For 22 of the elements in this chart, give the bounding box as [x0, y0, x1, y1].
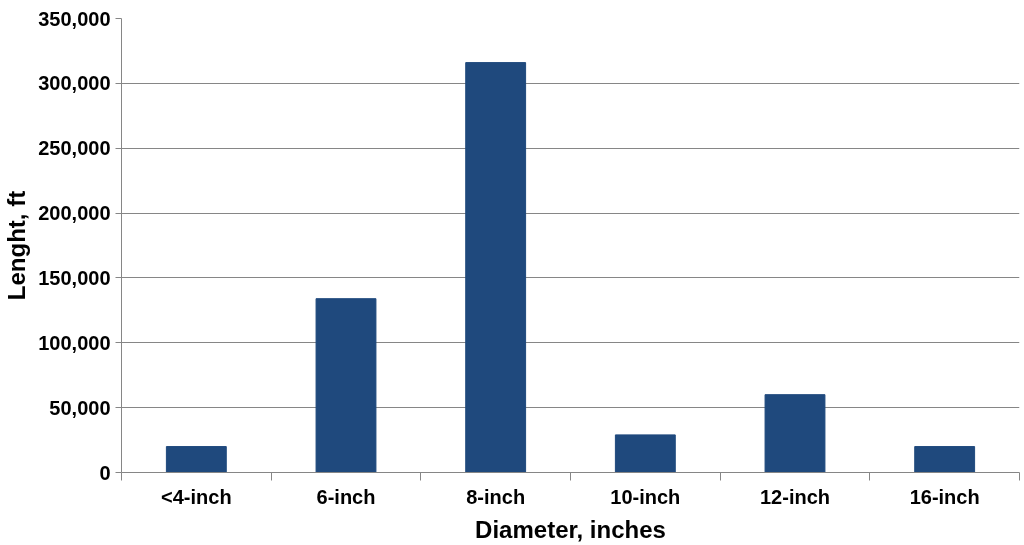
y-tick-label: 300,000	[38, 72, 111, 95]
bar	[165, 446, 227, 473]
bar	[465, 62, 527, 473]
y-tick-label: 0	[99, 461, 111, 484]
x-tick-label: 10-inch	[610, 485, 681, 508]
x-tick-label: 6-inch	[316, 485, 376, 508]
y-tick-label: 250,000	[38, 137, 111, 160]
y-tick-label: 100,000	[38, 331, 111, 354]
y-axis-title: Lenght, ft	[3, 190, 31, 301]
y-tick-label: 200,000	[38, 202, 111, 225]
x-axis-title: Diameter, inches	[475, 515, 666, 543]
x-tick-label: 8-inch	[466, 485, 526, 508]
bar	[764, 394, 826, 473]
y-tick-label: 150,000	[38, 266, 111, 289]
x-tick-label: 16-inch	[909, 485, 980, 508]
bar	[315, 298, 377, 473]
y-tick-label: 50,000	[49, 396, 111, 419]
y-tick-label: 350,000	[38, 7, 111, 30]
x-tick-label: <4-inch	[161, 485, 232, 508]
bar	[614, 434, 676, 473]
x-tick-label: 12-inch	[759, 485, 831, 508]
bar	[914, 446, 976, 473]
